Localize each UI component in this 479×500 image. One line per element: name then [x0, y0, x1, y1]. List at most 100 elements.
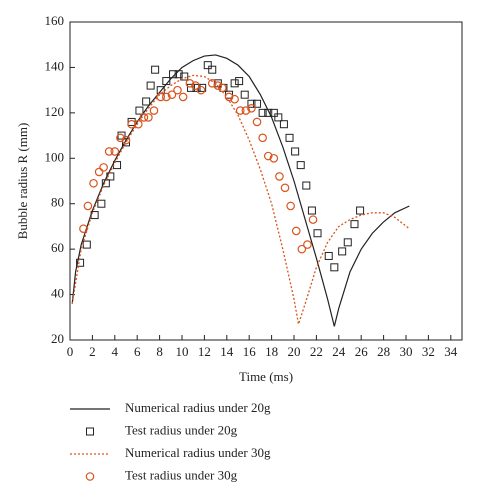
marker [180, 72, 189, 81]
marker [151, 65, 160, 74]
marker [149, 106, 159, 115]
marker [142, 97, 151, 106]
marker [302, 181, 311, 190]
marker [218, 83, 227, 93]
marker [279, 120, 288, 129]
x-tick-label: 24 [332, 344, 346, 359]
x-tick-label: 26 [355, 344, 369, 359]
x-tick-label: 2 [89, 344, 96, 359]
marker [94, 167, 104, 177]
x-tick-label: 32 [422, 344, 435, 359]
marker [174, 70, 183, 79]
marker [324, 251, 333, 260]
marker [303, 240, 312, 249]
marker [291, 226, 301, 236]
marker [356, 206, 365, 215]
legend-label: Numerical radius under 30g [125, 445, 271, 460]
marker [307, 206, 316, 215]
y-tick-label: 20 [51, 331, 64, 346]
marker [241, 106, 251, 115]
marker [89, 178, 98, 188]
marker [230, 94, 239, 104]
marker [275, 172, 284, 181]
marker [269, 153, 279, 163]
marker [247, 104, 256, 113]
x-tick-label: 22 [310, 344, 323, 359]
x-tick-label: 34 [444, 344, 458, 359]
marker [264, 108, 273, 117]
x-tick-label: 10 [176, 344, 189, 359]
marker [191, 81, 200, 90]
marker [196, 85, 206, 95]
marker [280, 183, 290, 193]
marker [121, 135, 131, 145]
x-axis-label: Time (ms) [239, 369, 293, 384]
marker [139, 113, 149, 122]
marker [144, 113, 153, 122]
marker [116, 133, 125, 143]
marker [162, 77, 171, 86]
marker [338, 247, 347, 256]
marker [343, 238, 352, 247]
marker [258, 133, 267, 143]
marker [213, 81, 223, 90]
marker [207, 79, 217, 88]
x-tick-label: 28 [377, 344, 390, 359]
marker [90, 211, 99, 220]
legend-label: Test radius under 30g [125, 467, 238, 482]
marker [185, 79, 195, 88]
marker [173, 85, 182, 95]
marker [274, 113, 283, 122]
marker [235, 77, 244, 86]
marker [83, 201, 93, 211]
y-tick-label: 40 [51, 286, 64, 301]
line [71, 54, 410, 327]
x-tick-label: 8 [156, 344, 163, 359]
x-tick-label: 14 [220, 344, 234, 359]
marker [146, 81, 155, 90]
y-tick-label: 80 [51, 195, 64, 210]
marker [263, 151, 273, 161]
marker [99, 163, 108, 172]
y-tick-label: 140 [45, 58, 65, 73]
marker [169, 70, 178, 79]
marker [258, 108, 267, 117]
x-tick-label: 18 [265, 344, 278, 359]
marker [247, 99, 256, 108]
marker [162, 92, 171, 102]
x-tick-label: 6 [134, 344, 141, 359]
legend-swatch [86, 427, 94, 436]
marker [127, 119, 136, 129]
y-axis-label: Bubble radius R (mm) [15, 123, 30, 240]
x-tick-label: 4 [112, 344, 119, 359]
marker [285, 133, 294, 142]
marker [252, 117, 262, 127]
x-tick-label: 16 [243, 344, 257, 359]
line [71, 74, 410, 325]
y-tick-label: 100 [45, 149, 65, 164]
marker [208, 65, 217, 74]
marker [134, 119, 143, 129]
y-tick-label: 60 [51, 240, 64, 255]
marker [296, 161, 305, 170]
marker [186, 83, 195, 92]
marker [330, 263, 339, 272]
legend-label: Numerical radius under 20g [125, 400, 271, 415]
marker [178, 92, 188, 102]
marker [286, 201, 295, 211]
legend-label: Test radius under 20g [125, 422, 238, 437]
marker [224, 92, 234, 102]
marker [308, 215, 318, 224]
marker [350, 220, 359, 229]
marker [235, 106, 245, 115]
marker [313, 229, 322, 238]
marker [156, 92, 166, 102]
marker [110, 147, 120, 156]
y-tick-label: 160 [45, 13, 65, 28]
plot-frame [69, 21, 463, 341]
x-tick-label: 0 [67, 344, 74, 359]
marker [135, 106, 144, 115]
x-tick-label: 30 [400, 344, 413, 359]
legend-swatch [85, 472, 95, 481]
